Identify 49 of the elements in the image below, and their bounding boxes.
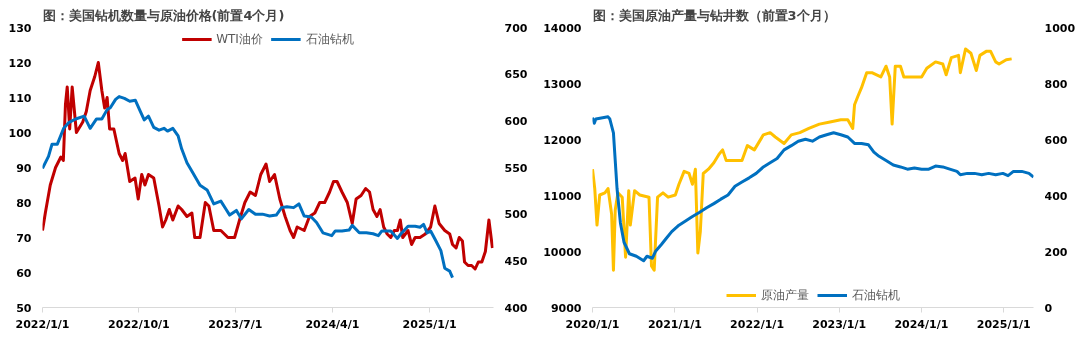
y2-tick-label: 700 xyxy=(504,21,528,35)
y-tick-label: 70 xyxy=(16,231,32,245)
y-tick-label: 100 xyxy=(8,126,32,140)
y2-tick-label: 800 xyxy=(1044,77,1068,91)
y2-tick-label: 600 xyxy=(504,114,528,128)
y-tick-label: 12000 xyxy=(543,133,582,147)
x-tick-label: 2025/1/1 xyxy=(402,317,457,331)
legend-label: 石油钻机 xyxy=(305,30,354,48)
y2-tick-label: 400 xyxy=(1044,189,1068,203)
legend-label: WTI油价 xyxy=(216,30,263,48)
y-tick-label: 120 xyxy=(8,56,32,70)
y-tick-label: 9000 xyxy=(550,301,582,315)
chart-title: 图：美国钻机数量与原油价格(前置4个月) xyxy=(42,7,285,23)
y-tick-label: 14000 xyxy=(543,21,582,35)
x-tick-label: 2025/1/1 xyxy=(976,317,1031,331)
y-tick-label: 60 xyxy=(16,266,32,280)
line-series xyxy=(592,47,1014,272)
chart-title: 图：美国原油产量与钻井数（前置3个月） xyxy=(592,7,836,23)
legend-label: 石油钻机 xyxy=(851,286,900,304)
y-tick-label: 80 xyxy=(16,196,32,210)
y-tick-label: 110 xyxy=(8,91,32,105)
y2-tick-label: 200 xyxy=(1044,245,1068,259)
x-tick-label: 2021/1/1 xyxy=(647,317,702,331)
y2-tick-label: 0 xyxy=(1044,301,1053,315)
y2-tick-label: 500 xyxy=(504,208,528,222)
y2-tick-label: 600 xyxy=(1044,133,1068,147)
x-tick-label: 2023/7/1 xyxy=(208,317,263,331)
x-tick-label: 2022/1/1 xyxy=(730,317,785,331)
x-tick-label: 2020/1/1 xyxy=(565,317,620,331)
y-tick-label: 10000 xyxy=(543,245,582,259)
y2-tick-label: 650 xyxy=(504,68,528,82)
legend-label: 原油产量 xyxy=(760,286,809,304)
x-tick-label: 2022/10/1 xyxy=(108,317,170,331)
y2-tick-label: 550 xyxy=(504,161,528,175)
y-tick-label: 130 xyxy=(8,21,32,35)
y2-tick-label: 450 xyxy=(504,254,528,268)
line-series xyxy=(42,61,494,271)
x-tick-label: 2024/1/1 xyxy=(894,317,949,331)
y2-tick-label: 1000 xyxy=(1044,21,1076,35)
line-series xyxy=(42,95,455,280)
line-series xyxy=(592,115,1034,263)
x-tick-label: 2022/1/1 xyxy=(15,317,70,331)
x-tick-label: 2024/4/1 xyxy=(305,317,360,331)
y2-tick-label: 400 xyxy=(504,301,528,315)
y-tick-label: 11000 xyxy=(543,189,582,203)
y-tick-label: 13000 xyxy=(543,77,582,91)
x-tick-label: 2023/1/1 xyxy=(812,317,867,331)
y-tick-label: 50 xyxy=(16,301,32,315)
y-tick-label: 90 xyxy=(16,161,32,175)
